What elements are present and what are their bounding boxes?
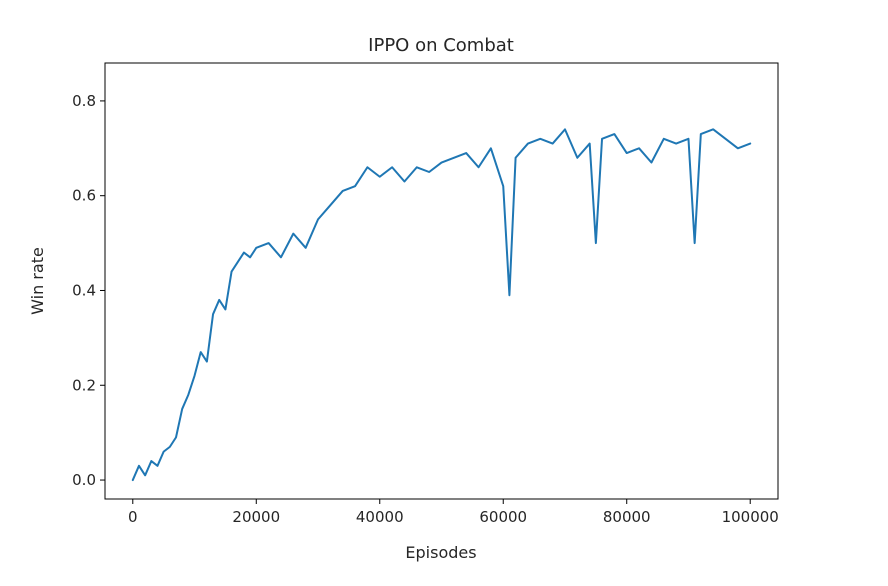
- y-tick-label: 0.6: [72, 187, 96, 205]
- y-tick-label: 0.0: [72, 471, 96, 489]
- x-tick-label: 80000: [603, 508, 651, 526]
- x-tick-label: 20000: [232, 508, 280, 526]
- chart-title: IPPO on Combat: [368, 35, 514, 56]
- series-line: [131, 128, 752, 482]
- y-tick-label: 0.4: [72, 281, 96, 299]
- plot-area: [105, 63, 778, 499]
- y-axis-ticks: 0.0 0.2 0.4 0.6 0.8: [72, 92, 105, 489]
- x-tick-label: 40000: [356, 508, 404, 526]
- y-tick-label: 0.8: [72, 92, 96, 110]
- x-axis-label: Episodes: [405, 543, 476, 562]
- x-tick-label: 0: [128, 508, 138, 526]
- x-tick-label: 100000: [722, 508, 779, 526]
- plot-frame: [104, 62, 779, 500]
- x-tick-label: 60000: [479, 508, 527, 526]
- y-tick-label: 0.2: [72, 376, 96, 394]
- y-axis-label: Win rate: [28, 247, 47, 315]
- x-axis-ticks: 0 20000 40000 60000 80000 100000: [128, 499, 779, 526]
